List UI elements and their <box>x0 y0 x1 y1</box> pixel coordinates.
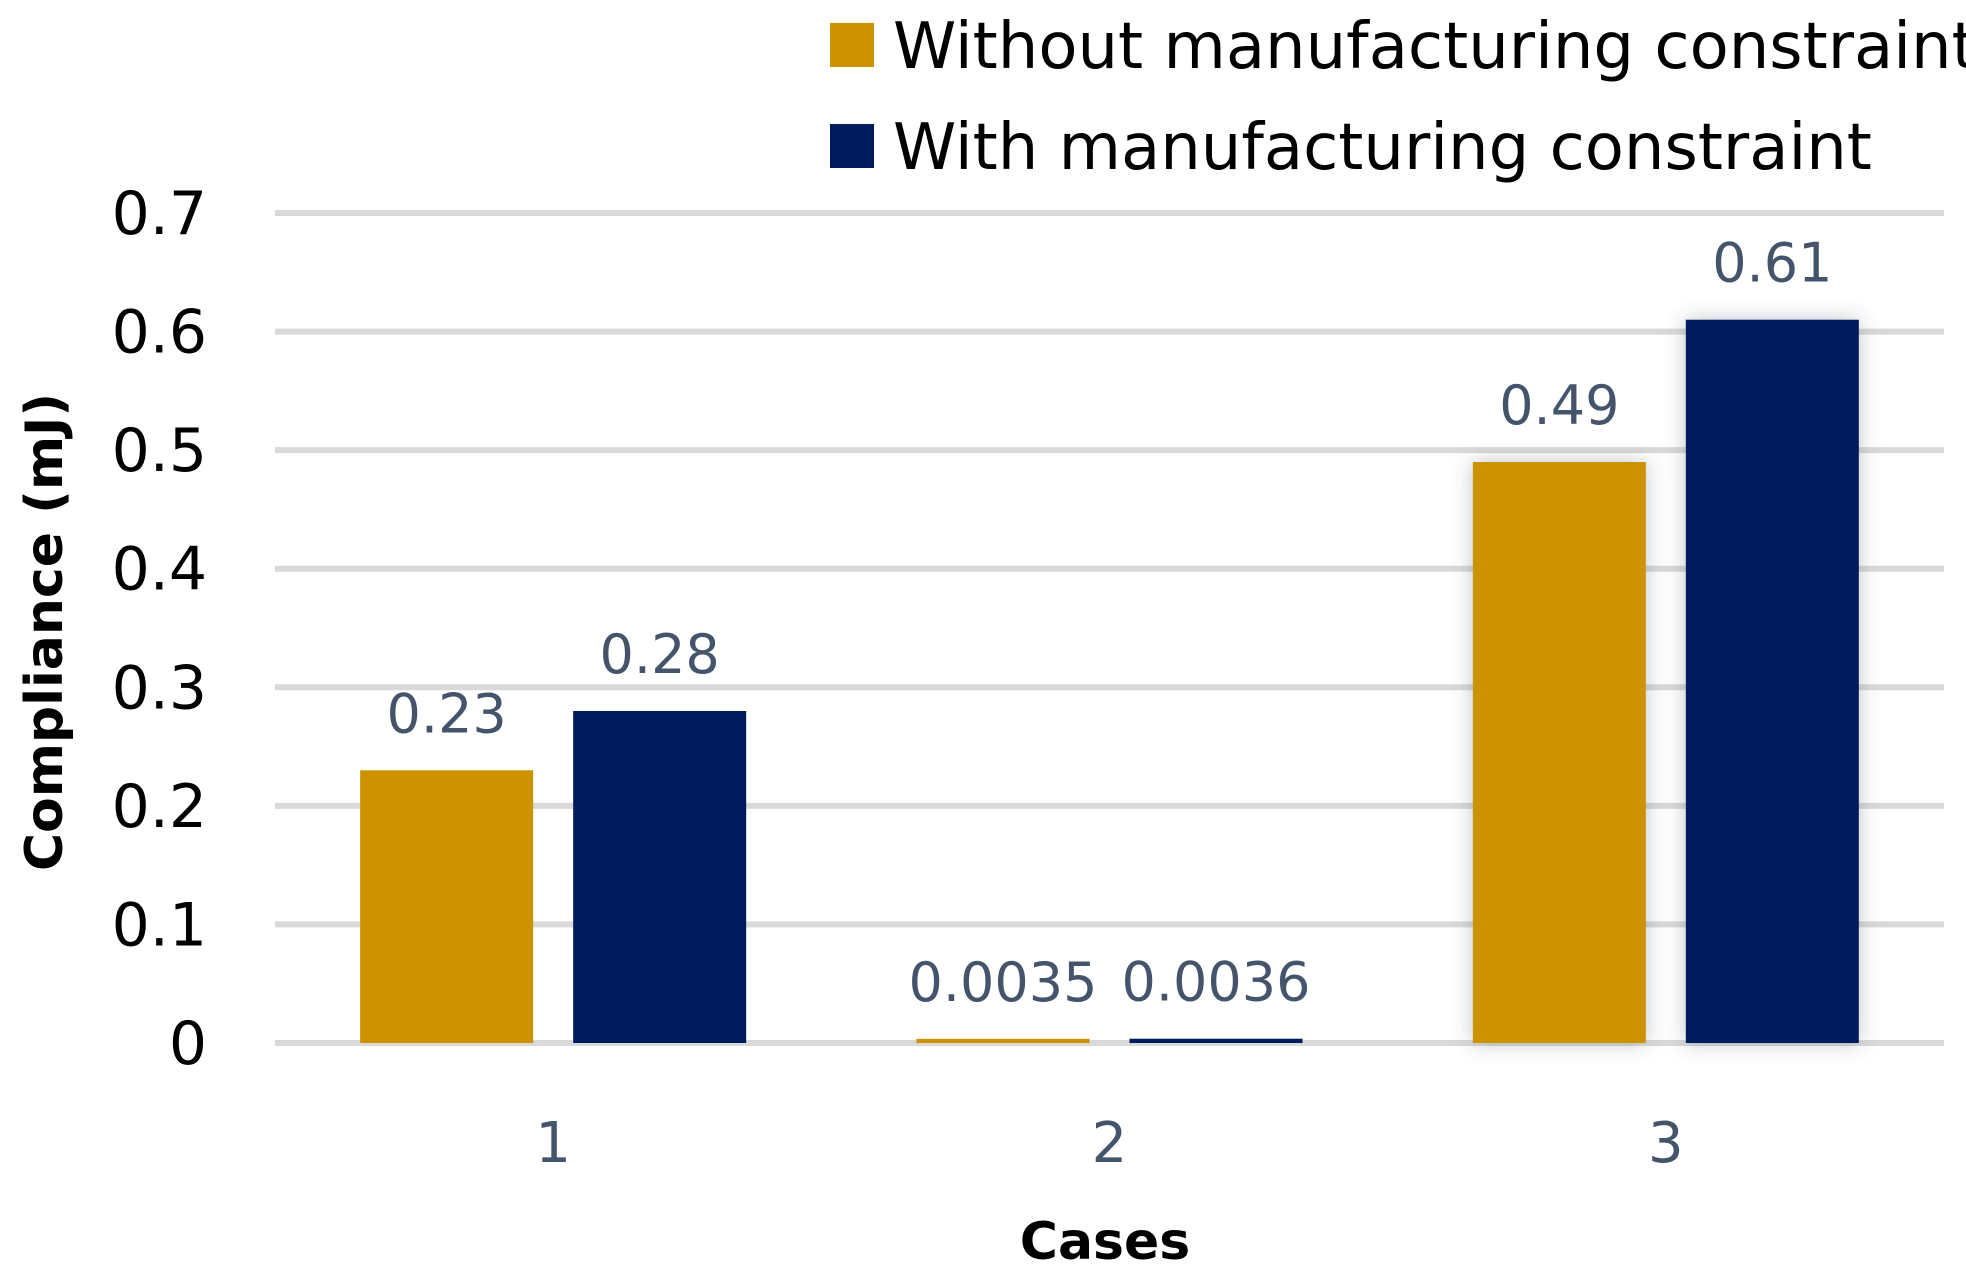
bar-without-constraint-case-2 <box>916 1038 1090 1043</box>
legend: Without manufacturing constraint With man… <box>830 10 1966 185</box>
y-tick-label: 0.3 <box>112 653 207 723</box>
y-tick-label: 0.2 <box>112 772 207 842</box>
data-label: 0.61 <box>1712 232 1832 295</box>
x-axis-title: Cases <box>1020 1212 1190 1272</box>
data-label: 0.28 <box>600 623 720 686</box>
x-tick-label: 1 <box>535 1111 571 1176</box>
bar-with-constraint-case-2 <box>1129 1038 1303 1043</box>
bar-without-constraint-case-3 <box>1472 462 1646 1043</box>
bar-without-constraint-case-1 <box>360 770 534 1043</box>
legend-swatch <box>830 124 874 168</box>
gridlines <box>275 210 1944 1046</box>
x-axis-ticks: 1 2 3 <box>535 1111 1683 1176</box>
y-tick-label: 0.6 <box>112 298 207 368</box>
data-label: 0.0035 <box>909 951 1098 1014</box>
legend-swatch <box>830 23 874 67</box>
legend-label: Without manufacturing constraint <box>893 10 1966 84</box>
y-tick-label: 0 <box>169 1009 207 1079</box>
y-axis-title: Compliance (mJ) <box>15 393 75 871</box>
data-label: 0.49 <box>1499 374 1619 437</box>
x-tick-label: 2 <box>1092 1111 1128 1176</box>
y-tick-label: 0.1 <box>112 890 207 960</box>
y-tick-label: 0.5 <box>112 416 207 486</box>
legend-label: With manufacturing constraint <box>893 111 1872 185</box>
bars <box>360 319 1859 1043</box>
data-label: 0.23 <box>387 682 507 745</box>
y-tick-label: 0.7 <box>112 179 207 249</box>
y-tick-label: 0.4 <box>112 535 207 605</box>
bar-with-constraint-case-3 <box>1685 319 1859 1043</box>
y-axis-ticks: 0 0.1 0.2 0.3 0.4 0.5 0.6 0.7 <box>112 179 207 1079</box>
x-tick-label: 3 <box>1648 1111 1684 1176</box>
data-labels: 0.23 0.28 0.0035 0.0036 0.49 0.61 <box>387 232 1833 1014</box>
data-label: 0.0036 <box>1122 951 1311 1014</box>
bar-with-constraint-case-1 <box>573 711 747 1043</box>
